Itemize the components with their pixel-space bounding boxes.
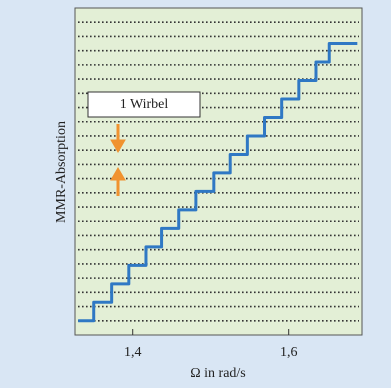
x-axis-label: Ω in rad/s [190, 366, 246, 381]
annotation-box [87, 91, 201, 118]
arrow-down-head [110, 139, 126, 153]
annotation: 1 Wirbel [120, 97, 169, 112]
data-line [78, 42, 358, 323]
arrows [110, 124, 126, 196]
marks [78, 42, 358, 323]
arrow-up-head [110, 167, 126, 181]
x-tick-label: 1,6 [280, 345, 298, 360]
x-tick-label: 1,4 [124, 345, 142, 360]
grid [78, 21, 359, 322]
y-axis-label: MMR-Absorption [54, 121, 69, 223]
